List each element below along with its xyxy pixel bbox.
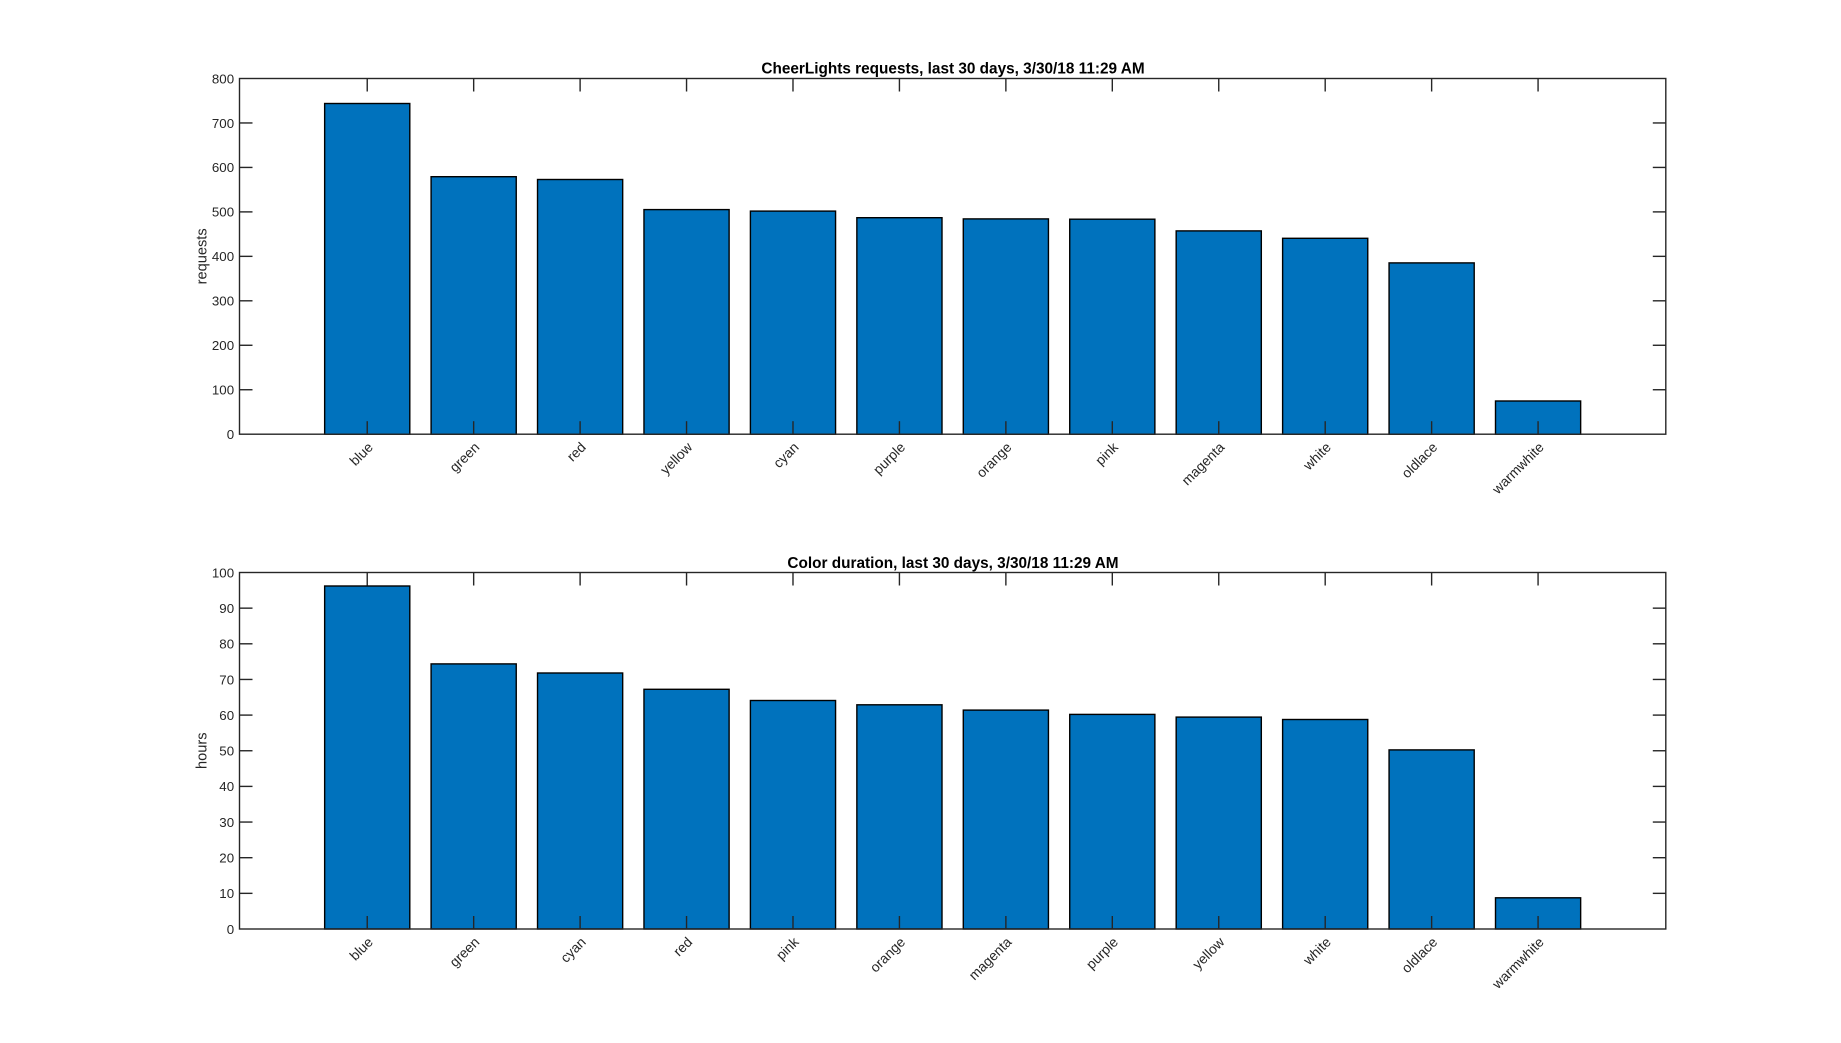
- svg-text:100: 100: [212, 383, 234, 398]
- svg-text:700: 700: [212, 116, 234, 131]
- svg-text:0: 0: [227, 427, 234, 442]
- svg-text:hours: hours: [195, 732, 211, 769]
- svg-text:50: 50: [219, 744, 234, 759]
- svg-text:100: 100: [212, 565, 234, 580]
- svg-text:400: 400: [212, 249, 234, 264]
- svg-text:300: 300: [212, 294, 234, 309]
- svg-text:80: 80: [219, 637, 234, 652]
- svg-text:90: 90: [219, 601, 234, 616]
- svg-text:70: 70: [219, 672, 234, 687]
- svg-text:30: 30: [219, 815, 234, 830]
- svg-text:500: 500: [212, 205, 234, 220]
- svg-text:requests: requests: [195, 228, 211, 284]
- svg-text:20: 20: [219, 851, 234, 866]
- svg-text:60: 60: [219, 708, 234, 723]
- svg-text:10: 10: [219, 886, 234, 901]
- svg-text:40: 40: [219, 779, 234, 794]
- svg-text:Color duration, last 30 days,: Color duration, last 30 days, 3/30/18 11…: [787, 555, 1118, 572]
- svg-text:800: 800: [212, 71, 234, 86]
- svg-text:600: 600: [212, 160, 234, 175]
- svg-text:CheerLights requests, last 30: CheerLights requests, last 30 days, 3/30…: [761, 60, 1144, 77]
- svg-text:200: 200: [212, 338, 234, 353]
- svg-text:0: 0: [227, 922, 234, 937]
